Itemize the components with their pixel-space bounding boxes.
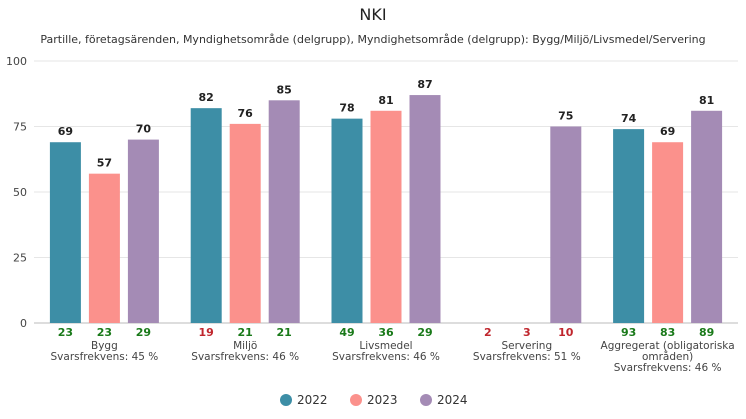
category-label: Livsmedel <box>359 340 412 352</box>
bar <box>370 110 402 323</box>
count-label: 3 <box>523 326 531 339</box>
bar <box>49 142 81 323</box>
bar <box>268 100 300 323</box>
category-label: Svarsfrekvens: 46 % <box>191 351 299 363</box>
count-label: 36 <box>378 326 394 339</box>
count-label: 23 <box>58 326 73 339</box>
category-label: Svarsfrekvens: 45 % <box>51 351 159 363</box>
count-label: 29 <box>136 326 151 339</box>
category-label: Svarsfrekvens: 46 % <box>332 351 440 363</box>
legend-swatch <box>350 394 362 406</box>
data-label: 87 <box>417 78 432 91</box>
legend-swatch <box>420 394 432 406</box>
category-label: Miljö <box>233 340 257 352</box>
bar <box>88 173 120 323</box>
data-label: 82 <box>199 91 214 104</box>
bar <box>127 139 159 323</box>
y-tick-label: 25 <box>13 252 27 265</box>
data-label: 78 <box>339 102 354 115</box>
bar <box>229 123 261 323</box>
data-label: 81 <box>699 94 714 107</box>
category-label: Svarsfrekvens: 46 % <box>614 362 722 374</box>
data-label: 69 <box>660 125 675 138</box>
count-label: 89 <box>699 326 714 339</box>
count-label: 23 <box>97 326 112 339</box>
data-label: 70 <box>136 123 152 136</box>
legend-label: 2023 <box>367 393 398 407</box>
legend-swatch <box>280 394 292 406</box>
bar <box>550 126 582 323</box>
count-label: 10 <box>558 326 574 339</box>
bar <box>409 95 441 323</box>
y-tick-label: 0 <box>20 317 27 330</box>
category-label: Servering <box>501 340 552 352</box>
data-label: 74 <box>621 112 637 125</box>
data-label: 81 <box>378 94 393 107</box>
category-label: områden) <box>642 350 693 363</box>
chart-subtitle: Partille, företagsärenden, Myndighetsomr… <box>40 33 706 46</box>
bar <box>190 108 222 323</box>
data-label: 69 <box>58 125 73 138</box>
count-label: 49 <box>339 326 354 339</box>
y-tick-label: 75 <box>13 121 27 134</box>
bar <box>652 142 684 323</box>
data-label: 76 <box>238 107 254 120</box>
count-label: 21 <box>277 326 292 339</box>
category-label: Svarsfrekvens: 51 % <box>473 351 581 363</box>
data-label: 85 <box>277 83 292 96</box>
count-label: 93 <box>621 326 636 339</box>
count-label: 19 <box>199 326 214 339</box>
bar <box>691 110 723 323</box>
count-label: 21 <box>238 326 253 339</box>
category-label: Aggregerat (obligatoriska <box>601 340 735 352</box>
data-label: 57 <box>97 157 112 170</box>
legend-label: 2024 <box>437 393 468 407</box>
bar <box>613 129 645 323</box>
data-label: 75 <box>558 110 573 123</box>
bar <box>331 118 363 323</box>
count-label: 2 <box>484 326 492 339</box>
y-tick-label: 50 <box>13 186 27 199</box>
y-tick-label: 100 <box>6 55 27 68</box>
count-label: 29 <box>417 326 432 339</box>
count-label: 83 <box>660 326 675 339</box>
chart-title: NKI <box>359 5 387 24</box>
category-label: Bygg <box>91 340 118 352</box>
legend-label: 2022 <box>297 393 328 407</box>
